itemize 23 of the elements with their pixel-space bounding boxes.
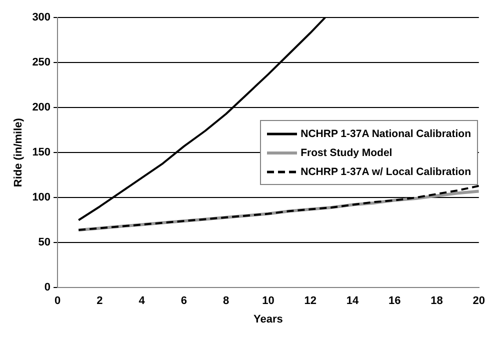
x-tick-label: 16: [388, 295, 401, 308]
y-tick-label: 0: [44, 282, 51, 294]
x-tick-label: 0: [54, 295, 61, 308]
x-tick-label: 20: [472, 295, 486, 308]
x-tick-label: 4: [138, 295, 146, 308]
legend-label: Frost Study Model: [300, 146, 392, 158]
y-tick-label: 150: [32, 146, 51, 159]
x-tick-label: 6: [180, 295, 188, 308]
y-axis-title: Ride (in/mile): [12, 118, 25, 188]
y-tick-label: 200: [32, 102, 51, 114]
x-tick-label: 10: [262, 295, 274, 308]
x-axis-title: Years: [254, 313, 283, 326]
y-tick-label: 50: [38, 236, 51, 249]
x-tick-label: 14: [346, 295, 360, 308]
x-tick-label: 8: [223, 295, 230, 308]
legend-label: NCHRP 1-37A National Calibration: [300, 128, 471, 140]
y-tick-label: 250: [32, 56, 51, 69]
y-tick-label: 300: [32, 12, 51, 24]
legend-label: NCHRP 1-37A w/ Local Calibration: [300, 166, 471, 178]
x-tick-label: 12: [304, 295, 316, 308]
x-tick-label: 18: [430, 295, 443, 308]
y-tick-label: 100: [32, 192, 51, 204]
x-tick-label: 2: [96, 295, 103, 308]
